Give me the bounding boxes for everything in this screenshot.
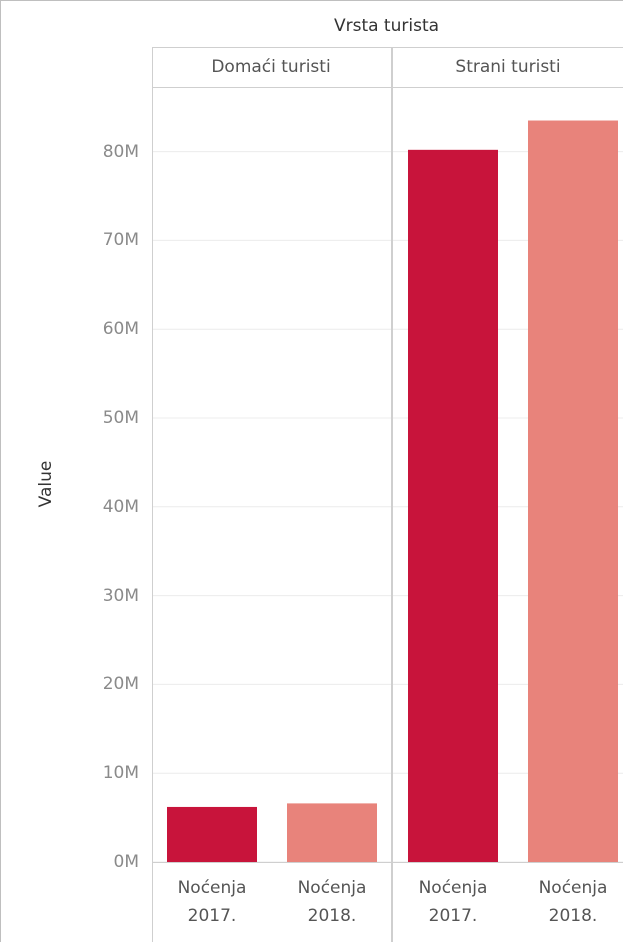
x-category-label-foreign-2017: Noćenja 2017. bbox=[403, 874, 503, 930]
y-tick-label-60M: 60M bbox=[102, 319, 139, 340]
y-tick-label-40M: 40M bbox=[102, 496, 139, 517]
panel-header-domestic: Domaći turisti bbox=[211, 57, 331, 77]
x-category-label-foreign-2018: Noćenja 2018. bbox=[523, 874, 623, 930]
x-category-label-line: Noćenja bbox=[177, 878, 247, 898]
chart-title: Vrsta turista bbox=[333, 16, 440, 36]
x-category-label-line: Noćenja bbox=[297, 878, 367, 898]
bar-foreign-2018 bbox=[528, 120, 618, 862]
x-category-label-line: 2017. bbox=[187, 906, 237, 926]
x-category-label-domestic-2018: Noćenja 2018. bbox=[282, 874, 382, 930]
x-category-label-domestic-2017: Noćenja 2017. bbox=[162, 874, 262, 930]
bar-foreign-2017 bbox=[408, 149, 498, 863]
y-tick-label-0M: 0M bbox=[113, 852, 139, 872]
x-category-label-line: Noćenja bbox=[418, 878, 488, 898]
panel-header-foreign: Strani turisti bbox=[455, 57, 561, 77]
y-tick-label-30M: 30M bbox=[102, 585, 139, 606]
y-tick-label-20M: 20M bbox=[102, 674, 139, 695]
x-category-label-line: 2018. bbox=[548, 906, 598, 926]
y-tick-label-50M: 50M bbox=[102, 408, 139, 428]
y-tick-label-70M: 70M bbox=[102, 230, 139, 251]
x-category-label-line: Noćenja bbox=[538, 878, 608, 898]
x-category-label-line: 2017. bbox=[428, 906, 478, 926]
bar-domestic-2017 bbox=[167, 806, 257, 862]
bar-domestic-2018 bbox=[287, 803, 377, 862]
y-tick-label-80M: 80M bbox=[102, 141, 139, 162]
y-tick-label-10M: 10M bbox=[102, 763, 139, 784]
x-category-label-line: 2018. bbox=[307, 906, 357, 926]
